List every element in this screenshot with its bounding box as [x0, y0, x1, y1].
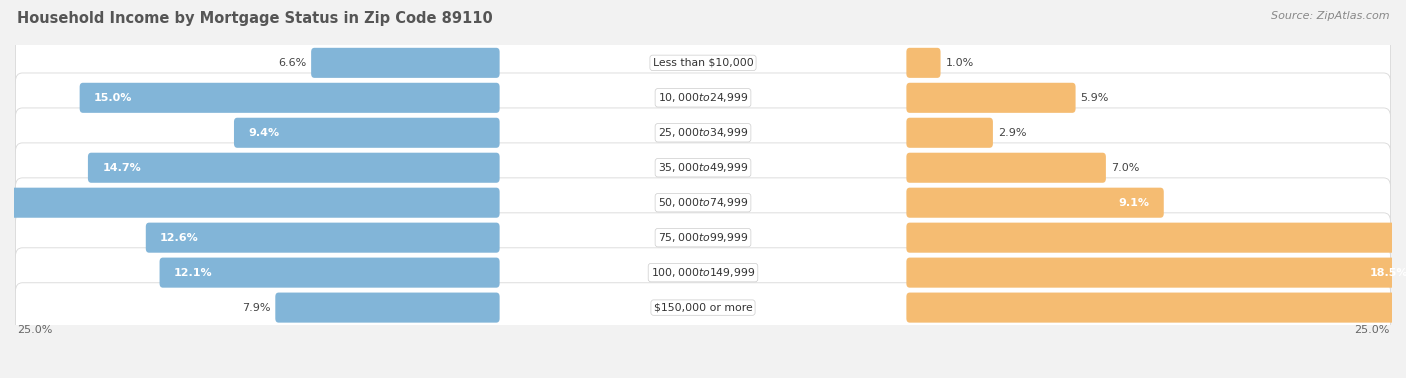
Text: 9.4%: 9.4% [249, 128, 280, 138]
Text: Less than $10,000: Less than $10,000 [652, 58, 754, 68]
Text: 15.0%: 15.0% [94, 93, 132, 103]
Text: $100,000 to $149,999: $100,000 to $149,999 [651, 266, 755, 279]
FancyBboxPatch shape [80, 83, 499, 113]
FancyBboxPatch shape [146, 223, 499, 253]
FancyBboxPatch shape [907, 293, 1406, 323]
FancyBboxPatch shape [15, 248, 1391, 297]
Text: 2.9%: 2.9% [998, 128, 1026, 138]
FancyBboxPatch shape [15, 178, 1391, 228]
FancyBboxPatch shape [907, 223, 1406, 253]
FancyBboxPatch shape [15, 283, 1391, 332]
Text: 12.1%: 12.1% [174, 268, 212, 277]
FancyBboxPatch shape [907, 48, 941, 78]
Text: 7.9%: 7.9% [242, 303, 270, 313]
FancyBboxPatch shape [15, 108, 1391, 158]
FancyBboxPatch shape [907, 118, 993, 148]
Text: 7.0%: 7.0% [1111, 163, 1139, 173]
Text: 25.0%: 25.0% [1354, 325, 1389, 335]
Text: Source: ZipAtlas.com: Source: ZipAtlas.com [1271, 11, 1389, 21]
FancyBboxPatch shape [159, 257, 499, 288]
FancyBboxPatch shape [89, 153, 499, 183]
Text: Household Income by Mortgage Status in Zip Code 89110: Household Income by Mortgage Status in Z… [17, 11, 492, 26]
FancyBboxPatch shape [907, 83, 1076, 113]
FancyBboxPatch shape [15, 38, 1391, 88]
FancyBboxPatch shape [15, 73, 1391, 122]
Text: $35,000 to $49,999: $35,000 to $49,999 [658, 161, 748, 174]
Text: 25.0%: 25.0% [17, 325, 52, 335]
Text: $75,000 to $99,999: $75,000 to $99,999 [658, 231, 748, 244]
Text: 5.9%: 5.9% [1081, 93, 1109, 103]
Text: 1.0%: 1.0% [945, 58, 974, 68]
FancyBboxPatch shape [907, 187, 1164, 218]
Text: $150,000 or more: $150,000 or more [654, 303, 752, 313]
Text: 12.6%: 12.6% [160, 233, 198, 243]
Text: $50,000 to $74,999: $50,000 to $74,999 [658, 196, 748, 209]
Text: $10,000 to $24,999: $10,000 to $24,999 [658, 91, 748, 104]
FancyBboxPatch shape [311, 48, 499, 78]
FancyBboxPatch shape [15, 213, 1391, 262]
FancyBboxPatch shape [15, 143, 1391, 192]
Text: 14.7%: 14.7% [103, 163, 141, 173]
FancyBboxPatch shape [907, 153, 1107, 183]
FancyBboxPatch shape [233, 118, 499, 148]
FancyBboxPatch shape [276, 293, 499, 323]
Text: $25,000 to $34,999: $25,000 to $34,999 [658, 126, 748, 139]
FancyBboxPatch shape [0, 187, 499, 218]
Text: 9.1%: 9.1% [1118, 198, 1150, 208]
FancyBboxPatch shape [907, 257, 1406, 288]
Text: 6.6%: 6.6% [278, 58, 307, 68]
Text: 18.5%: 18.5% [1369, 268, 1406, 277]
